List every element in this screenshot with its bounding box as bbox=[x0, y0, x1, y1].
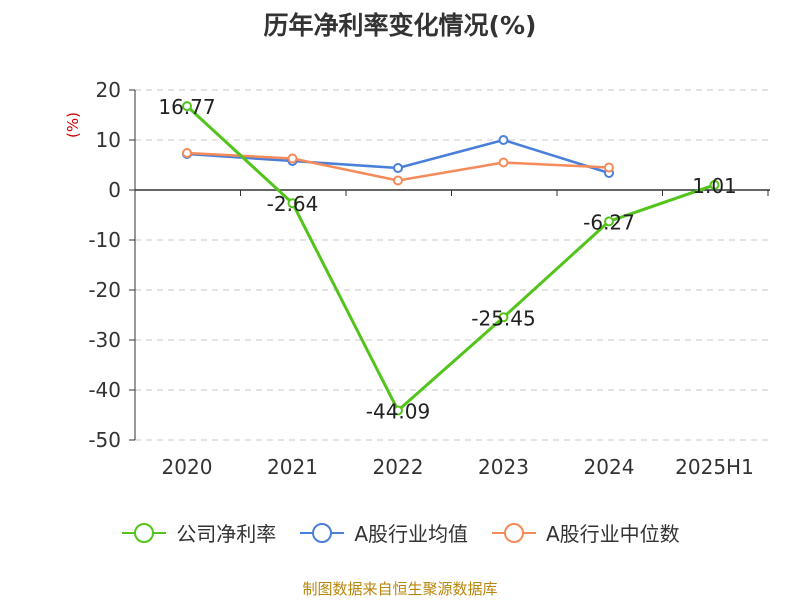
data-point bbox=[393, 405, 403, 416]
data-label: -44.09 bbox=[366, 399, 430, 423]
legend-swatch bbox=[300, 522, 345, 543]
x-tick-label: 2021 bbox=[267, 455, 318, 479]
legend-swatch bbox=[492, 522, 536, 543]
data-point bbox=[604, 216, 614, 227]
legend-marker bbox=[312, 522, 333, 543]
x-tick-label: 2025H1 bbox=[675, 455, 754, 479]
chart-title: 历年净利率变化情况(%) bbox=[263, 11, 537, 40]
data-label: 16.77 bbox=[158, 95, 215, 119]
data-label: -25.45 bbox=[471, 306, 535, 330]
data-point bbox=[287, 198, 298, 209]
legend-marker bbox=[504, 522, 524, 543]
legend-swatch bbox=[122, 522, 167, 543]
y-tick-label: -50 bbox=[88, 428, 121, 452]
legend-item: A股行业均值 bbox=[298, 518, 468, 547]
x-tick-label: 2020 bbox=[162, 455, 213, 479]
legend-item: 公司净利率 bbox=[120, 518, 276, 547]
legend: 公司净利率 A股行业均值 A股行业中位数 bbox=[0, 518, 800, 547]
y-tick-label: -30 bbox=[88, 328, 121, 352]
source-note: 制图数据来自恒生聚源数据库 bbox=[302, 580, 498, 598]
x-tick-label: 2022 bbox=[373, 455, 424, 479]
y-tick-label: -20 bbox=[88, 278, 121, 302]
legend-marker bbox=[134, 522, 155, 543]
x-tick-label: 2023 bbox=[478, 455, 529, 479]
data-point bbox=[393, 163, 403, 173]
legend-item: A股行业中位数 bbox=[490, 518, 680, 547]
data-point bbox=[498, 157, 509, 168]
data-point bbox=[498, 135, 509, 145]
chart-plot: 20 10 0 -10 -20 -30 -40 -50 2020 2021 2022 2023 2024… bbox=[64, 78, 770, 479]
y-tick-label: 10 bbox=[96, 128, 121, 152]
x-tick-label: 2024 bbox=[584, 455, 635, 479]
data-point bbox=[287, 153, 298, 164]
legend-label: A股行业均值 bbox=[354, 522, 468, 546]
y-tick-label: 0 bbox=[108, 178, 121, 202]
data-label: -6.27 bbox=[583, 210, 635, 234]
y-tick-label: 20 bbox=[96, 78, 121, 102]
data-label: -2.64 bbox=[267, 192, 319, 216]
legend-label: 公司净利率 bbox=[176, 522, 277, 546]
y-axis-title: (%) bbox=[64, 112, 82, 138]
data-point bbox=[182, 148, 192, 158]
data-point bbox=[498, 312, 509, 323]
y-tick-label: -40 bbox=[88, 378, 121, 402]
data-point bbox=[604, 162, 614, 173]
series-line-0 bbox=[185, 105, 715, 412]
data-label: 1.01 bbox=[692, 174, 737, 198]
data-point bbox=[393, 175, 403, 186]
legend-label: A股行业中位数 bbox=[546, 522, 680, 546]
y-tick-label: -10 bbox=[88, 228, 121, 252]
data-point bbox=[709, 179, 720, 190]
data-point bbox=[182, 101, 192, 112]
